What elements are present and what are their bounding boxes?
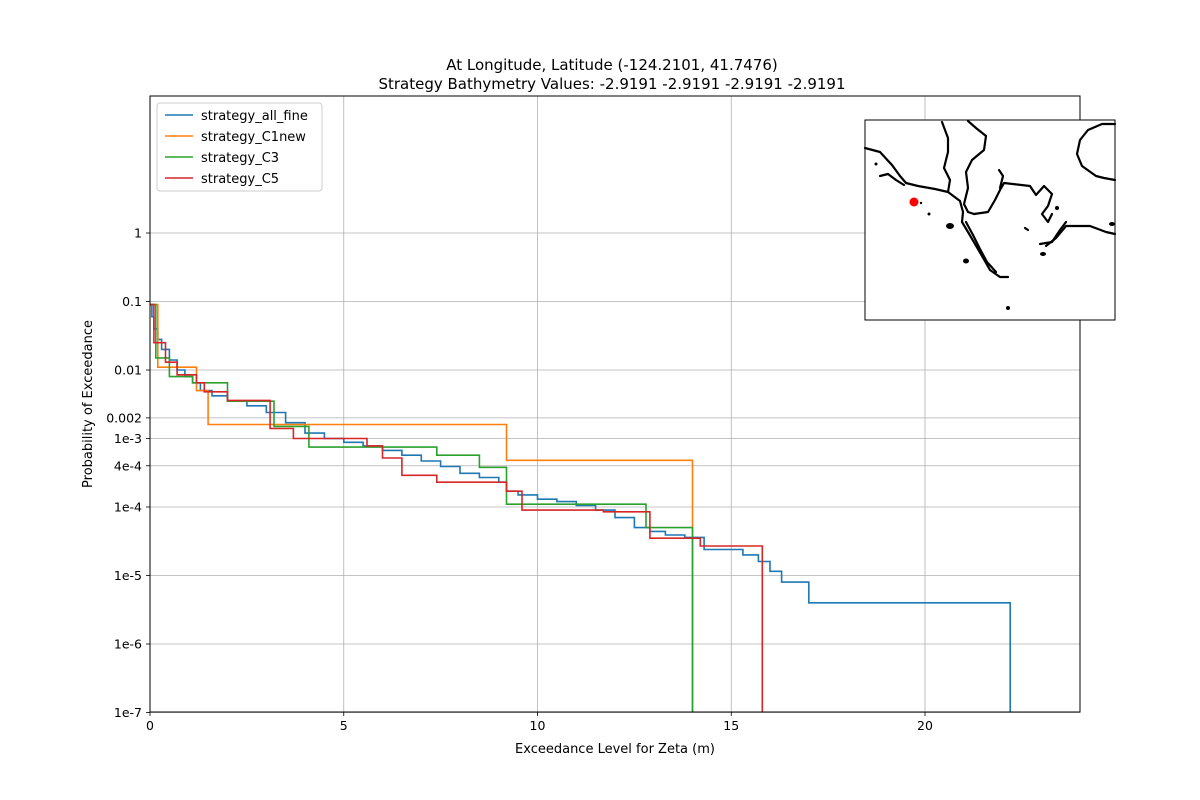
- inset-map-coastlines: [863, 119, 1117, 279]
- y-tick-label: 0.1: [122, 294, 142, 309]
- series-layer: [150, 303, 1011, 713]
- x-tick-label: 15: [723, 718, 739, 733]
- y-axis-label: Probability of Exceedance: [81, 320, 96, 488]
- inset-map-location-marker: [909, 197, 919, 207]
- y-tick-label: 1e-3: [114, 431, 142, 446]
- legend-label-c1new: strategy_C1new: [201, 130, 306, 145]
- chart-title-line-1: At Longitude, Latitude (-124.2101, 41.74…: [446, 56, 778, 74]
- y-tick-label: 1e-6: [114, 637, 142, 652]
- legend-label-c5: strategy_C5: [201, 172, 279, 187]
- series-line-strategy-c1new: [150, 303, 694, 713]
- legend-label-all-fine: strategy_all_fine: [201, 109, 308, 124]
- plot-frame: [149, 95, 1081, 713]
- legend-box: [156, 102, 323, 192]
- inset-map: [863, 119, 1117, 321]
- y-tick-label: 1e-7: [114, 705, 142, 720]
- legend-label-c3: strategy_C3: [201, 151, 279, 166]
- y-tick-label: 0.01: [114, 363, 142, 378]
- y-tick-label: 0.002: [106, 410, 142, 425]
- y-tick-label: 4e-4: [114, 458, 142, 473]
- y-axis-ticks: 1e-7 1e-6 1e-5 1e-4 4e-4 1e-3 0.002 0.01 0.1 1: [106, 226, 150, 720]
- inset-map-frame: [864, 119, 1116, 321]
- grid-lines: [149, 96, 1080, 713]
- legend: strategy_all_fine strategy_C1new strateg…: [156, 102, 323, 192]
- y-tick-label: 1e-5: [114, 568, 142, 583]
- x-tick-label: 5: [340, 718, 348, 733]
- series-line-strategy-c3: [150, 303, 694, 713]
- x-tick-label: 0: [146, 718, 154, 733]
- series-line-strategy-c5: [150, 303, 764, 713]
- x-axis-ticks: 0 5 10 15 20: [146, 712, 933, 733]
- y-tick-label: 1e-4: [114, 500, 142, 515]
- chart-title-line-2: Strategy Bathymetry Values: -2.9191 -2.9…: [378, 75, 845, 93]
- x-axis-label: Exceedance Level for Zeta (m): [515, 742, 715, 757]
- y-tick-label: 1: [134, 226, 142, 241]
- x-tick-label: 10: [530, 718, 546, 733]
- x-tick-label: 20: [917, 718, 933, 733]
- inset-map-islands: [874, 162, 1115, 310]
